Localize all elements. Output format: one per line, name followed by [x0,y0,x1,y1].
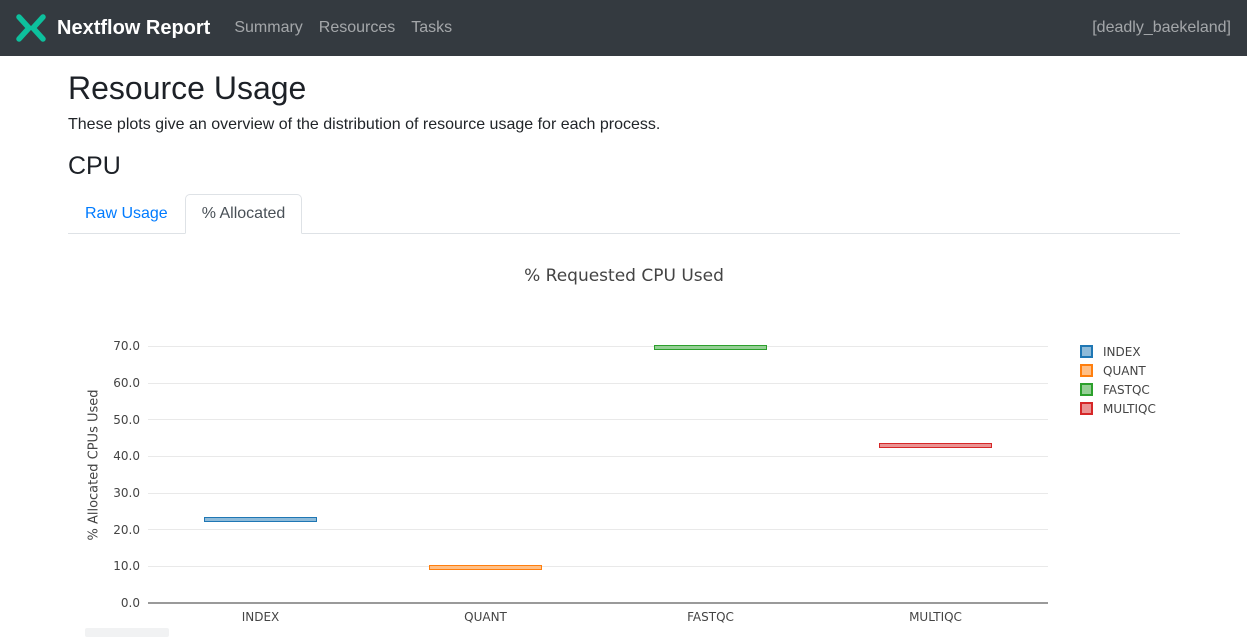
section-heading-cpu: CPU [68,152,121,180]
navbar: Nextflow Report Summary Resources Tasks … [0,0,1247,56]
gridline [148,419,1048,421]
main-content: Resource Usage These plots give an overv… [68,70,1180,637]
legend-label: MULTIQC [1103,401,1156,416]
box-plot-line[interactable] [654,344,767,350]
x-tick-label: MULTIQC [909,610,962,624]
box-plot-line[interactable] [879,443,992,449]
legend-item[interactable]: QUANT [1080,361,1156,380]
y-tick-label: 0.0 [120,596,140,610]
legend-swatch-icon [1080,402,1093,415]
gridline [148,382,1048,384]
chart-legend: INDEX QUANT FASTQC MULTIQC [1080,342,1156,418]
y-tick-label: 70.0 [113,339,140,354]
gridline [148,529,1048,531]
legend-item[interactable]: MULTIQC [1080,399,1156,418]
nav-item-tasks[interactable]: Tasks [411,19,453,36]
box-plot-line[interactable] [204,516,317,522]
tab-percent-allocated[interactable]: % Allocated [184,194,303,234]
navbar-links: Summary Resources Tasks [226,11,460,45]
legend-label: QUANT [1103,363,1146,378]
nav-item-resources[interactable]: Resources [318,19,396,36]
run-name-badge: [deadly_baekeland] [1092,19,1231,36]
chart-title: % Requested CPU Used [524,266,724,286]
cpu-tab-bar: Raw Usage % Allocated [68,194,1180,234]
x-tick-label: INDEX [241,610,280,624]
gridline [148,345,1048,347]
legend-item[interactable]: FASTQC [1080,380,1156,399]
y-tick-label: 20.0 [113,522,140,537]
page-subtitle: These plots give an overview of the dist… [68,116,661,133]
partial-element [85,628,169,637]
legend-swatch-icon [1080,364,1093,377]
gridline [148,565,1048,567]
y-tick-label: 30.0 [113,486,140,500]
box-plot-line[interactable] [429,564,542,570]
legend-item[interactable]: INDEX [1080,342,1156,361]
cpu-box-plot: % Requested CPU Used % Allocated CPUs Us… [68,234,1180,637]
gridline [148,492,1048,494]
nav-item-summary[interactable]: Summary [234,19,303,36]
y-tick-label: 50.0 [113,412,140,427]
tab-raw-usage[interactable]: Raw Usage [85,205,168,222]
x-tick-label: QUANT [464,610,507,624]
x-tick-label: FASTQC [687,610,734,624]
y-tick-label: 60.0 [113,376,140,390]
y-tick-label: 10.0 [113,559,140,574]
y-tick-label: 40.0 [113,449,140,464]
legend-label: INDEX [1103,344,1141,359]
legend-swatch-icon [1080,383,1093,396]
gridline [148,455,1048,457]
legend-label: FASTQC [1103,382,1150,397]
page-title: Resource Usage [68,70,307,106]
app-title[interactable]: Nextflow Report [57,16,211,39]
legend-swatch-icon [1080,345,1093,358]
nextflow-logo-icon [16,14,46,42]
x-axis-line [148,602,1048,604]
